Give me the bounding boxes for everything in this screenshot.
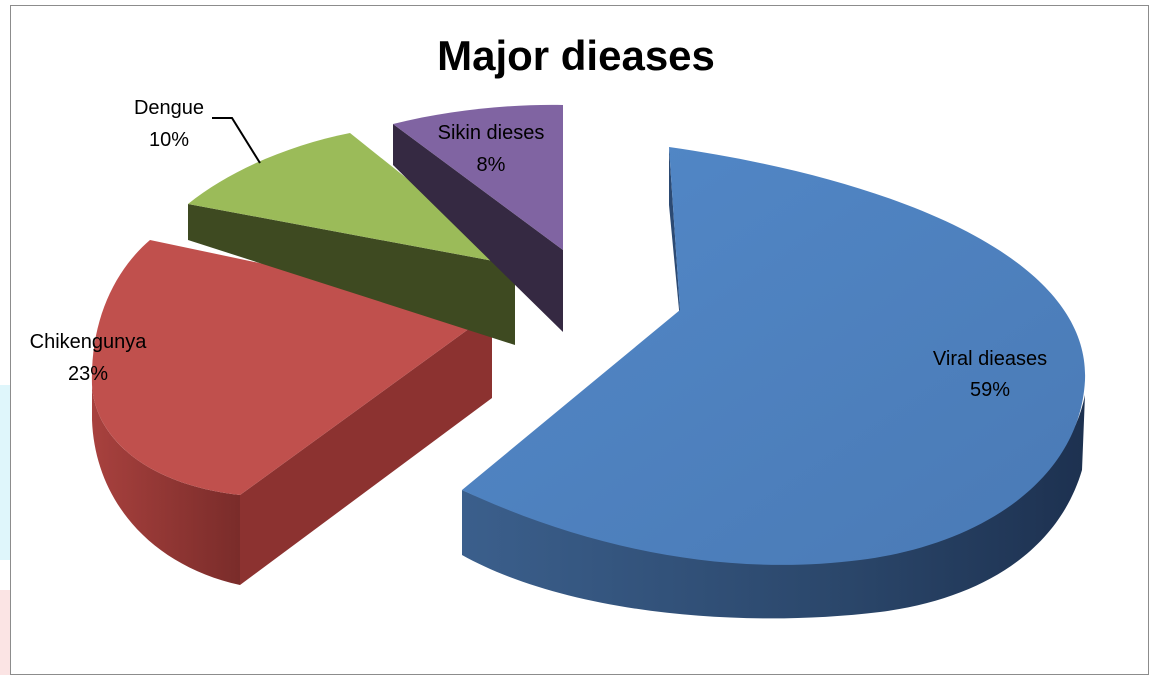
slice-viral-inner-side: [669, 147, 680, 320]
data-label-dengue-value: 10%: [149, 129, 189, 151]
slice-sikin-dieses: [393, 104, 563, 332]
data-label-dengue-name: Dengue: [134, 97, 204, 119]
slice-viral-dieases: [462, 147, 1086, 619]
slice-dengue-top: [188, 133, 515, 265]
slice-chikengunya-front: [240, 312, 492, 585]
slice-viral-top: [462, 147, 1086, 565]
slice-viral-side: [462, 395, 1085, 619]
data-label-chikengunya-name: Chikengunya: [30, 331, 148, 353]
slice-sikin-side: [393, 124, 563, 332]
data-label-sikin-value: 8%: [477, 154, 506, 176]
dengue-leader-line: [212, 117, 261, 164]
data-label-sikin-name: Sikin dieses: [438, 122, 545, 144]
slice-chikengunya-side: [92, 385, 240, 585]
chart-title: Major dieases: [437, 32, 715, 79]
background-tint: [0, 385, 11, 560]
data-label-viral-value: 59%: [970, 379, 1010, 401]
data-label-viral-name: Viral dieases: [933, 348, 1047, 370]
data-label-chikengunya-value: 23%: [68, 363, 108, 385]
slice-sikin-top: [393, 104, 563, 250]
slice-dengue-side: [188, 204, 515, 345]
slice-dengue: [188, 133, 515, 345]
background-tint: [0, 590, 11, 675]
